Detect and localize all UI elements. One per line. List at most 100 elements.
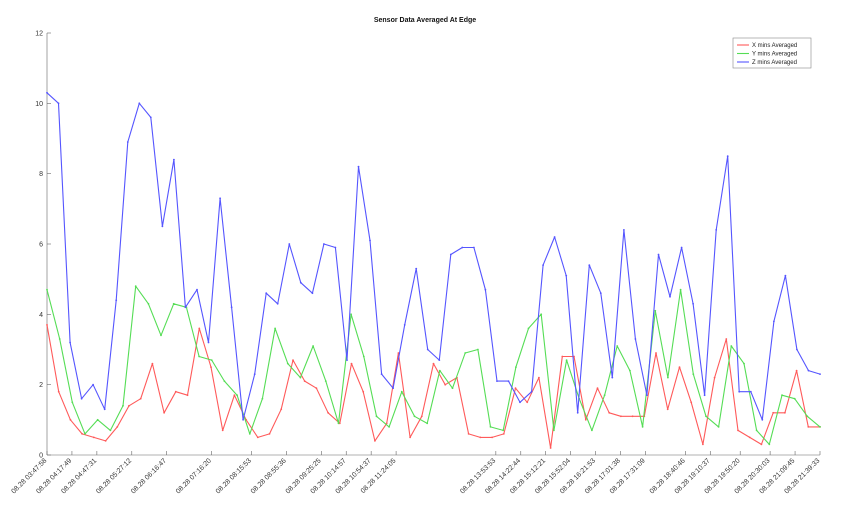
data-point bbox=[530, 390, 533, 393]
data-point bbox=[464, 352, 467, 354]
data-point bbox=[565, 359, 568, 361]
data-point bbox=[46, 288, 48, 291]
data-point bbox=[103, 408, 106, 411]
data-point bbox=[717, 426, 720, 428]
data-point bbox=[109, 429, 112, 432]
data-point bbox=[139, 397, 142, 400]
data-point bbox=[413, 415, 416, 418]
data-point bbox=[221, 429, 224, 432]
data-point bbox=[126, 141, 129, 143]
data-point bbox=[236, 394, 239, 397]
data-point bbox=[599, 292, 602, 295]
data-point bbox=[611, 376, 614, 379]
data-point bbox=[375, 415, 378, 418]
data-point bbox=[122, 404, 124, 407]
data-point bbox=[184, 306, 187, 309]
data-point bbox=[81, 433, 83, 435]
y-tick-label: 10 bbox=[35, 101, 43, 108]
data-point bbox=[680, 246, 683, 249]
data-point bbox=[223, 380, 226, 382]
data-point bbox=[438, 369, 441, 372]
data-point bbox=[749, 390, 752, 393]
data-point bbox=[57, 390, 60, 393]
data-point bbox=[725, 338, 728, 340]
data-point bbox=[473, 246, 475, 249]
data-point bbox=[807, 426, 810, 428]
data-point bbox=[115, 299, 118, 302]
data-point bbox=[174, 390, 177, 393]
data-point bbox=[409, 436, 411, 439]
data-point bbox=[527, 327, 530, 330]
legend-label: X mins Averaged bbox=[752, 43, 797, 49]
data-point bbox=[292, 359, 294, 361]
data-point bbox=[807, 369, 810, 372]
data-point bbox=[489, 426, 492, 428]
y-tick-label: 2 bbox=[39, 382, 43, 389]
data-point bbox=[400, 390, 403, 393]
data-point bbox=[362, 390, 365, 393]
data-point bbox=[692, 302, 694, 305]
data-point bbox=[819, 373, 821, 375]
data-point bbox=[274, 327, 276, 330]
data-point bbox=[760, 443, 763, 446]
data-point bbox=[726, 155, 729, 158]
data-point bbox=[299, 281, 302, 284]
data-point bbox=[467, 433, 470, 435]
data-point bbox=[380, 373, 383, 375]
data-point bbox=[147, 302, 150, 305]
data-point bbox=[576, 411, 579, 414]
data-point bbox=[641, 426, 644, 428]
data-point bbox=[784, 411, 786, 414]
data-point bbox=[84, 433, 86, 435]
data-point bbox=[161, 225, 164, 228]
data-point bbox=[713, 376, 716, 379]
legend-label: Z mins Averaged bbox=[752, 60, 797, 66]
data-point bbox=[299, 376, 302, 379]
x-tick-label: 08.28 05:27:12 bbox=[95, 457, 133, 495]
data-point bbox=[327, 411, 329, 414]
data-point bbox=[806, 415, 809, 418]
data-point bbox=[549, 447, 552, 449]
data-point bbox=[438, 359, 441, 361]
data-point bbox=[705, 415, 707, 418]
data-point bbox=[514, 387, 517, 390]
data-point bbox=[362, 355, 365, 358]
data-point bbox=[230, 306, 233, 309]
data-point bbox=[795, 369, 798, 372]
data-point bbox=[69, 341, 71, 344]
data-point bbox=[561, 355, 564, 358]
data-point bbox=[565, 274, 568, 277]
data-point bbox=[634, 338, 637, 340]
data-point bbox=[397, 352, 400, 354]
x-tick-label: 08.28 08:15:53 bbox=[215, 457, 253, 495]
y-tick-label: 4 bbox=[39, 312, 43, 319]
data-point bbox=[678, 366, 681, 368]
data-point bbox=[58, 338, 61, 340]
x-tick-label: 08.28 06:16:47 bbox=[130, 457, 168, 495]
data-point bbox=[730, 345, 733, 347]
y-tick-label: 12 bbox=[35, 31, 43, 38]
data-point bbox=[403, 324, 406, 326]
data-point bbox=[149, 116, 152, 119]
data-point bbox=[350, 362, 353, 365]
x-tick-label: 08.28 08:55:36 bbox=[250, 457, 288, 495]
data-point bbox=[784, 274, 787, 277]
data-point bbox=[603, 394, 606, 397]
data-point bbox=[323, 243, 325, 245]
legend: X mins Averaged Y mins Averaged Z mins Ave… bbox=[732, 37, 812, 69]
data-point bbox=[280, 408, 283, 411]
data-point bbox=[198, 355, 201, 358]
data-point bbox=[261, 397, 264, 400]
data-point bbox=[773, 320, 775, 323]
data-point bbox=[210, 359, 213, 361]
data-point bbox=[461, 246, 464, 249]
y-tick-label: 6 bbox=[39, 242, 43, 249]
data-point bbox=[92, 383, 94, 386]
data-point bbox=[669, 295, 671, 298]
data-point bbox=[337, 422, 340, 425]
data-point bbox=[451, 387, 454, 390]
data-point bbox=[596, 387, 599, 390]
data-point bbox=[796, 348, 798, 351]
